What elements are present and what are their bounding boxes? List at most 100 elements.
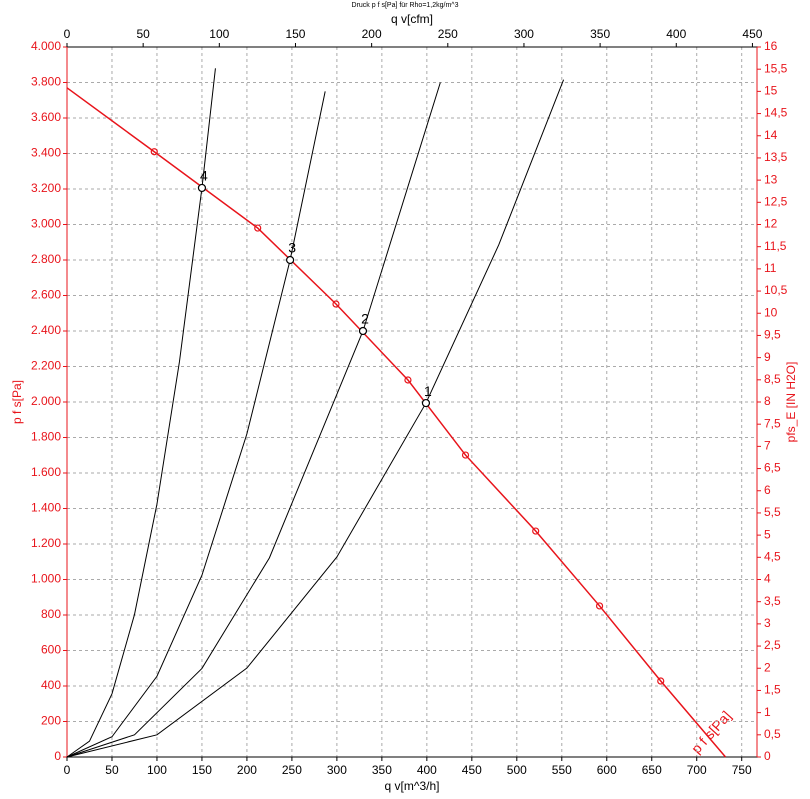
y2-tick-label: 2 <box>764 660 771 674</box>
y-tick-label: 1.200 <box>31 536 61 550</box>
x-tick-label: 350 <box>372 763 392 777</box>
y-tick-label: 3.400 <box>31 146 61 160</box>
y-tick-label: 2.200 <box>31 359 61 373</box>
fan-marker <box>254 224 262 232</box>
x-tick-label: 700 <box>687 763 707 777</box>
y2-tick-label: 9 <box>764 350 771 364</box>
curve <box>66 87 727 758</box>
y-tick-label: 3.800 <box>31 75 61 89</box>
operating-point-label: 2 <box>361 311 369 327</box>
x-tick-label: 650 <box>642 763 662 777</box>
x-tick-label: 500 <box>507 763 527 777</box>
chart-title: Druck p f s[Pa] für Rho=1,2kg/m^3 <box>352 2 459 9</box>
y2-tick-label: 6,5 <box>764 461 781 475</box>
operating-point <box>286 255 295 265</box>
x2-tick-label: 300 <box>514 27 534 41</box>
y2-tick-label: 0,5 <box>764 727 781 741</box>
y2-tick-label: 14,5 <box>764 106 788 120</box>
y2-tick-label: 1 <box>764 705 771 719</box>
curve-label: p f s[Pa] <box>688 708 734 757</box>
x2-tick-label: 250 <box>438 27 458 41</box>
y2-tick-label: 11 <box>764 261 777 275</box>
x-tick-label: 450 <box>462 763 482 777</box>
x2-tick-label: 450 <box>742 27 762 41</box>
y2-tick-label: 3,5 <box>764 594 781 608</box>
x-tick-label: 600 <box>597 763 617 777</box>
y-tick-label: 1.800 <box>31 430 61 444</box>
fan-marker <box>461 451 470 459</box>
y-tick-label: 400 <box>41 678 61 692</box>
y2-axis-label: pfs_E [IN H2O] <box>784 362 798 443</box>
fan-marker <box>657 677 665 685</box>
y2-tick-label: 12,5 <box>764 194 788 208</box>
x-tick-label: 400 <box>417 763 437 777</box>
y2-tick-label: 7,5 <box>764 416 781 430</box>
y2-tick-label: 4,5 <box>764 549 781 563</box>
y2-tick-label: 12 <box>764 217 778 231</box>
operating-point <box>358 326 368 336</box>
y-tick-label: 800 <box>41 607 61 621</box>
x-tick-label: 50 <box>105 763 119 777</box>
y2-tick-label: 2,5 <box>764 638 781 652</box>
y-tick-label: 3.600 <box>31 110 61 124</box>
y-tick-label: 3.000 <box>31 217 61 231</box>
y-tick-label: 200 <box>41 714 61 728</box>
operating-point <box>197 183 207 193</box>
x2-tick-label: 100 <box>209 27 229 41</box>
fan-marker <box>532 527 540 535</box>
y-tick-label: 4.000 <box>31 39 61 53</box>
y-axis-label: p f s[Pa] <box>10 380 24 424</box>
y-tick-label: 2.000 <box>31 394 61 408</box>
y2-tick-label: 5 <box>764 527 771 541</box>
x2-tick-label: 350 <box>590 27 610 41</box>
y-tick-label: 1.000 <box>31 572 61 586</box>
y-tick-label: 0 <box>54 749 61 763</box>
y-tick-label: 2.800 <box>31 252 61 266</box>
y-tick-label: 2.400 <box>31 323 61 337</box>
fan-marker <box>404 376 412 384</box>
x-tick-label: 300 <box>327 763 347 777</box>
operating-point-label: 1 <box>424 383 432 399</box>
y2-tick-label: 4 <box>764 572 771 586</box>
x-tick-label: 550 <box>552 763 572 777</box>
x2-axis-label: q v[cfm] <box>391 12 433 26</box>
curve <box>66 82 441 758</box>
y2-tick-label: 8 <box>764 394 771 408</box>
operating-point-label: 3 <box>288 240 296 256</box>
y-tick-label: 3.200 <box>31 181 61 195</box>
y2-tick-label: 8,5 <box>764 372 781 386</box>
y2-tick-label: 5,5 <box>764 505 781 519</box>
x-tick-label: 750 <box>732 763 752 777</box>
y2-tick-label: 9,5 <box>764 328 781 342</box>
x-tick-label: 200 <box>237 763 257 777</box>
fan-marker <box>332 300 340 308</box>
y2-tick-label: 15 <box>764 84 778 98</box>
curve <box>66 91 326 758</box>
y2-tick-label: 10,5 <box>764 283 788 297</box>
x2-tick-label: 200 <box>362 27 382 41</box>
x2-tick-label: 150 <box>285 27 305 41</box>
y2-tick-label: 15,5 <box>764 61 788 75</box>
y2-tick-label: 6 <box>764 483 771 497</box>
curve <box>66 79 565 758</box>
y2-tick-label: 13,5 <box>764 150 788 164</box>
y2-tick-label: 0 <box>764 749 771 763</box>
y-tick-label: 2.600 <box>31 288 61 302</box>
y2-tick-label: 10 <box>764 305 778 319</box>
y2-tick-label: 11,5 <box>764 239 787 253</box>
fan-marker <box>595 602 604 610</box>
y2-tick-label: 16 <box>764 39 778 53</box>
fan-marker <box>150 148 158 156</box>
x-tick-label: 150 <box>192 763 212 777</box>
x2-tick-label: 400 <box>666 27 686 41</box>
y-tick-label: 1.600 <box>31 465 61 479</box>
x2-tick-label: 50 <box>136 27 150 41</box>
y-tick-label: 600 <box>41 643 61 657</box>
x-axis-label: q v[m^3/h] <box>385 779 440 793</box>
x2-tick-label: 0 <box>64 27 71 41</box>
y2-tick-label: 14 <box>764 128 778 142</box>
operating-point-label: 4 <box>200 168 208 184</box>
x-tick-label: 250 <box>282 763 302 777</box>
x-tick-label: 0 <box>64 763 71 777</box>
